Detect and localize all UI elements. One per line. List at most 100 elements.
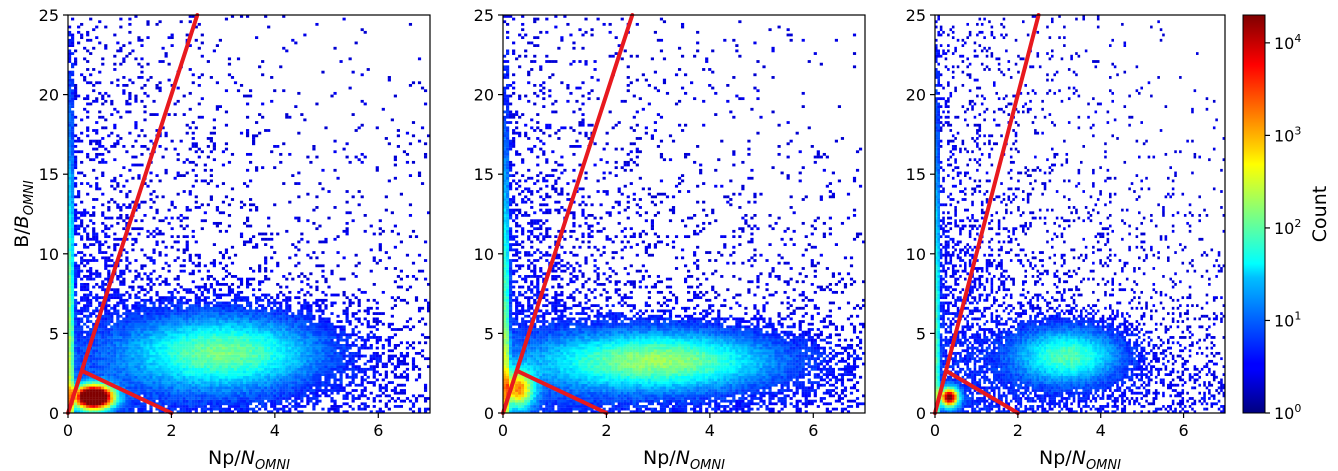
heatmap-cell [336,405,340,408]
heatmap-cell [149,280,153,284]
heatmap-cell [113,200,117,204]
heatmap-cell [267,129,271,132]
heatmap-cell [327,338,331,342]
heatmap-cell [245,370,250,374]
heatmap-cell [95,240,99,244]
heatmap-cell [71,314,75,318]
heatmap-cell [80,381,84,384]
heatmap-cell [98,394,102,398]
heatmap-cell [170,407,174,411]
heatmap-cell [233,341,238,345]
heatmap-cell [68,41,72,45]
heatmap-cell [179,338,183,342]
heatmap-cell [309,160,313,164]
heatmap-cell [107,386,111,390]
heatmap-cell [125,110,129,114]
heatmap-cell [321,357,325,361]
heatmap-cell [143,338,147,342]
heatmap-cell [261,391,265,395]
heatmap-cell [140,354,144,358]
heatmap-cell [140,367,144,371]
heatmap-cell [224,344,229,347]
heatmap-cell [68,134,72,138]
heatmap-cell [288,306,292,310]
heatmap-cell [230,367,235,371]
heatmap-cell [86,155,90,159]
heatmap-cell [327,336,331,339]
heatmap-cell [74,338,78,342]
heatmap-cell [176,309,180,313]
heatmap-cell [125,381,129,384]
heatmap-cell [89,17,93,21]
heatmap-cell [330,373,334,376]
heatmap-cell [188,322,192,326]
heatmap-cell [209,370,213,374]
heatmap-cell [113,237,117,241]
heatmap-cell [71,17,75,21]
heatmap-cell [92,139,96,143]
heatmap-cell [83,78,87,82]
heatmap-cell [333,139,337,143]
heatmap-cell [242,405,247,408]
heatmap-cell [242,341,247,345]
heatmap-cell [218,397,222,400]
heatmap-cell [110,349,114,353]
heatmap-cell [98,142,102,146]
heatmap-cell [227,394,232,398]
heatmap-cell [321,251,325,254]
heatmap-cell [68,76,72,79]
heatmap-cell [134,126,138,130]
heatmap-cell [152,381,156,384]
heatmap-cell [249,179,253,183]
heatmap-cell [176,86,180,90]
heatmap-cell [288,407,292,411]
heatmap-cell [194,351,198,355]
heatmap-cell [167,312,171,315]
heatmap-cell [116,399,120,403]
heatmap-cell [218,365,222,369]
heatmap-cell [179,359,183,363]
heatmap-cell [194,394,198,398]
heatmap-cell [80,320,84,323]
heatmap-cell [191,142,195,146]
heatmap-cell [137,351,141,355]
heatmap-cell [279,322,283,326]
heatmap-cell [137,410,141,414]
heatmap-cell [218,317,222,321]
heatmap-cell [188,288,192,292]
heatmap-cell [116,410,120,414]
heatmap-cell [125,349,129,353]
heatmap-cell [143,288,147,292]
heatmap-cell [315,367,319,371]
heatmap-cell [80,171,84,175]
heatmap-cell [303,320,307,323]
heatmap-cell [92,357,96,361]
heatmap-cell [101,354,105,358]
heatmap-cell [71,137,75,140]
heatmap-cell [119,333,123,337]
heatmap-cell [185,290,189,294]
heatmap-cell [80,118,84,122]
heatmap-cell [291,359,295,363]
heatmap-cell [71,216,75,220]
heatmap-cell [173,176,177,180]
heatmap-cell [98,301,102,305]
heatmap-cell [245,333,250,337]
heatmap-cell [74,195,78,199]
heatmap-cell [291,389,295,392]
heatmap-cell [74,322,78,326]
heatmap-cell [80,73,84,77]
heatmap-cell [279,351,283,355]
heatmap-cell [303,405,307,408]
heatmap-cell [230,333,235,337]
heatmap-cell [167,351,171,355]
heatmap-cell [98,152,102,156]
heatmap-cell [101,386,105,390]
heatmap-cell [270,301,274,305]
heatmap-cell [107,391,111,395]
heatmap-cell [173,296,177,300]
heatmap-cell [297,314,301,318]
heatmap-cell [270,317,274,321]
heatmap-cell [203,288,207,292]
heatmap-cell [95,147,99,151]
